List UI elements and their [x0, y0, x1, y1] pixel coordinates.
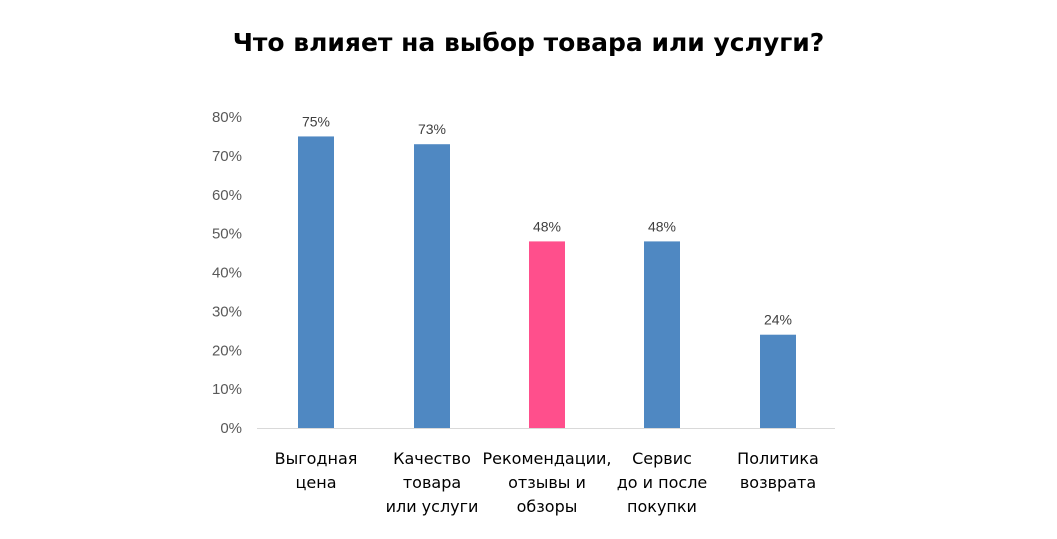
y-tick-label: 60%: [212, 187, 242, 204]
data-label: 48%: [648, 218, 676, 234]
y-tick-label: 50%: [212, 226, 242, 243]
category-label-line: Политика: [737, 449, 819, 468]
category-label-line: возврата: [740, 473, 816, 492]
category-label-line: отзывы и: [508, 473, 586, 492]
y-tick-label: 40%: [212, 265, 242, 282]
category-label-line: Сервис: [632, 449, 692, 468]
category-label-line: до и после: [617, 473, 708, 492]
category-label-line: Рекомендации,: [483, 449, 612, 468]
y-tick-label: 10%: [212, 381, 242, 398]
category-label: Рекомендации, отзывы и обзоры: [483, 449, 612, 516]
data-labels: 75% 73% 48% 48% 24%: [302, 113, 792, 327]
chart-title: Что влияет на выбор товара или услуги?: [232, 28, 825, 57]
category-label-line: товара: [403, 473, 461, 492]
y-tick-label: 80%: [212, 109, 242, 126]
bar: [644, 241, 680, 428]
bar: [529, 241, 565, 428]
category-label-line: или услуги: [386, 497, 479, 516]
y-axis-ticks: 0% 10% 20% 30% 40% 50% 60% 70% 80%: [212, 109, 242, 437]
data-label: 75%: [302, 113, 330, 129]
bar: [298, 136, 334, 428]
category-label-line: Выгодная: [275, 449, 358, 468]
category-label-line: обзоры: [517, 497, 578, 516]
bar: [760, 334, 796, 428]
data-label: 24%: [764, 312, 792, 328]
category-label-line: Качество: [393, 449, 471, 468]
category-label: Сервис до и после покупки: [617, 449, 708, 516]
y-tick-label: 70%: [212, 148, 242, 165]
bars: [298, 136, 796, 428]
y-tick-label: 30%: [212, 303, 242, 320]
y-tick-label: 0%: [220, 420, 242, 437]
data-label: 48%: [533, 218, 561, 234]
y-tick-label: 20%: [212, 342, 242, 359]
category-label-line: покупки: [627, 497, 697, 516]
category-label-line: цена: [296, 473, 337, 492]
category-label: Качество товара или услуги: [386, 449, 479, 516]
bar: [414, 144, 450, 428]
data-label: 73%: [418, 121, 446, 137]
category-label: Выгодная цена: [275, 449, 358, 492]
category-label: Политика возврата: [737, 449, 819, 492]
